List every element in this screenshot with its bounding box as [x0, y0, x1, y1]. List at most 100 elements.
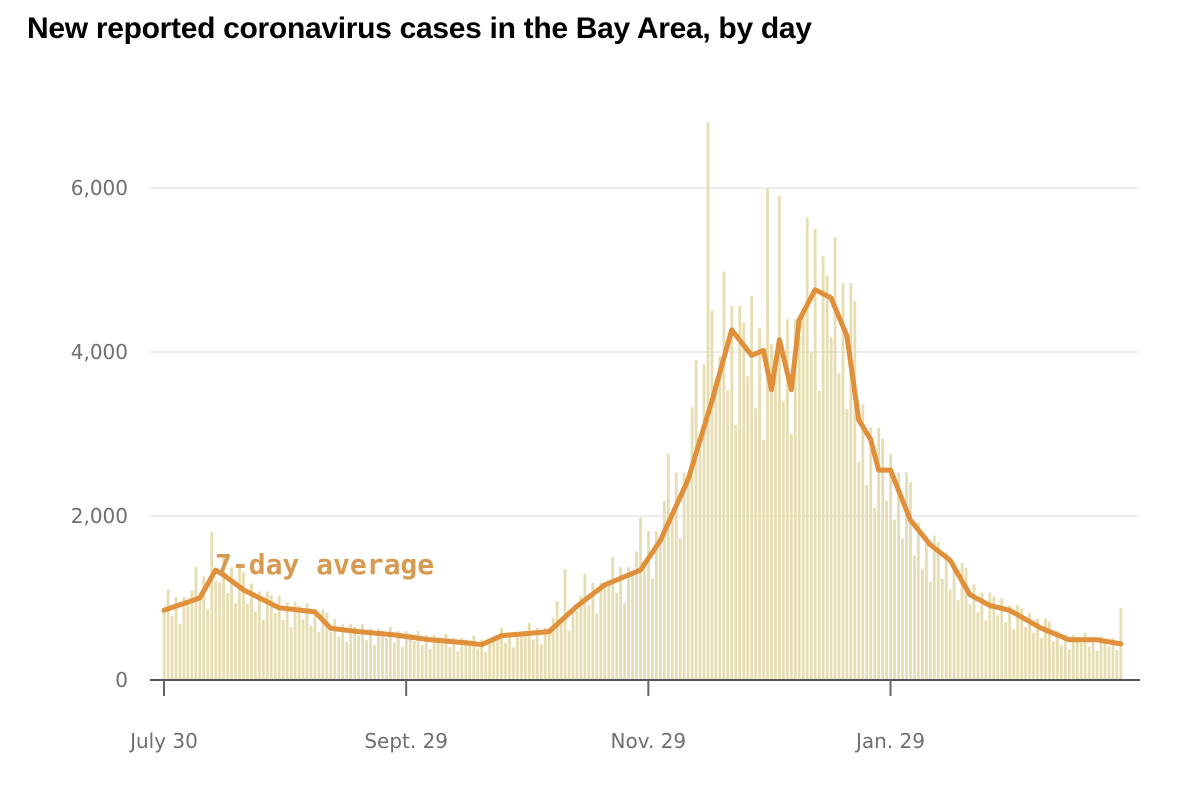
daily-bar	[329, 631, 333, 680]
daily-bar	[1036, 618, 1039, 680]
chart-title: New reported coronavirus cases in the Ba…	[27, 12, 812, 45]
daily-bar	[182, 597, 186, 680]
daily-bar	[698, 436, 702, 680]
daily-bar	[448, 647, 452, 680]
daily-bar	[488, 639, 492, 680]
daily-bar	[1103, 638, 1107, 680]
daily-bar	[726, 390, 730, 680]
daily-bar	[805, 217, 809, 680]
daily-bar	[845, 409, 849, 680]
daily-bar	[635, 551, 638, 680]
daily-bar	[829, 337, 833, 680]
daily-bar	[289, 627, 293, 680]
daily-bar	[789, 434, 793, 680]
daily-bar	[932, 535, 936, 680]
daily-bar	[837, 373, 841, 680]
daily-bar	[571, 607, 575, 680]
daily-bar	[964, 568, 968, 680]
daily-bar	[730, 305, 734, 680]
daily-bar	[357, 635, 361, 680]
daily-bar	[1048, 621, 1051, 680]
daily-bar	[428, 649, 432, 680]
daily-bar	[940, 578, 944, 680]
daily-bar	[738, 305, 742, 680]
daily-bar	[631, 572, 634, 680]
daily-bar	[523, 634, 527, 680]
daily-bar	[873, 507, 877, 680]
daily-bar	[742, 322, 746, 680]
daily-bar	[325, 612, 329, 680]
daily-bar	[996, 615, 1000, 680]
daily-bar	[265, 591, 269, 680]
daily-bars	[162, 122, 1123, 680]
daily-bar	[301, 619, 305, 680]
daily-bar	[222, 557, 226, 680]
daily-bar	[1095, 650, 1099, 680]
daily-bar	[1055, 630, 1059, 680]
x-tick-label: Sept. 29	[364, 729, 448, 753]
daily-bar	[924, 535, 928, 680]
daily-bar	[277, 595, 281, 680]
daily-bar	[809, 352, 813, 680]
y-axis: 0 2,000 4,000 6,000	[71, 176, 128, 692]
daily-bar	[865, 484, 869, 680]
daily-bar	[444, 633, 448, 680]
daily-bar	[793, 319, 797, 680]
daily-bar	[492, 641, 496, 680]
daily-bar	[762, 440, 765, 680]
daily-bar	[472, 635, 476, 680]
daily-bar	[833, 237, 837, 680]
daily-bar	[754, 408, 758, 680]
daily-bar	[1107, 646, 1111, 680]
y-tick-label: 4,000	[71, 340, 128, 364]
daily-bar	[1044, 618, 1047, 680]
daily-bar	[1028, 613, 1031, 680]
daily-bar	[520, 634, 523, 680]
daily-bar	[920, 568, 924, 680]
daily-bar	[857, 461, 861, 680]
daily-bar	[869, 427, 873, 680]
daily-bar	[408, 633, 412, 680]
daily-bar	[917, 522, 920, 680]
daily-bar	[591, 582, 595, 680]
y-tick-label: 2,000	[71, 504, 128, 528]
daily-bar	[893, 519, 896, 680]
x-axis: July 30 Sept. 29 Nov. 29 Jan. 29	[128, 679, 1140, 753]
daily-bar	[1004, 622, 1008, 680]
daily-bar	[162, 608, 166, 680]
daily-bar	[944, 552, 948, 680]
daily-bar	[1032, 632, 1035, 680]
daily-bar	[563, 569, 567, 680]
daily-bar	[853, 301, 857, 680]
daily-bar	[988, 592, 992, 680]
daily-bar	[535, 627, 539, 680]
daily-bar	[666, 453, 670, 680]
daily-bar	[936, 542, 940, 680]
daily-bar	[341, 624, 345, 680]
daily-bar	[766, 188, 769, 680]
daily-bar	[246, 603, 249, 680]
daily-bar	[841, 283, 845, 680]
daily-bar	[861, 404, 865, 680]
daily-bar	[512, 647, 515, 680]
daily-bar	[369, 628, 372, 680]
daily-bar	[377, 628, 380, 680]
daily-bar	[670, 519, 674, 680]
daily-bar	[1063, 634, 1067, 680]
daily-bar	[432, 634, 436, 680]
daily-bar	[722, 271, 726, 680]
daily-bar	[575, 611, 579, 680]
daily-bar	[948, 589, 952, 680]
daily-bar	[785, 319, 789, 680]
daily-bar	[281, 620, 285, 680]
daily-bar	[257, 591, 261, 680]
daily-bar	[345, 641, 349, 680]
daily-bar	[261, 619, 265, 680]
daily-bar	[174, 597, 178, 680]
daily-bar	[1099, 636, 1103, 680]
daily-bar	[170, 615, 174, 680]
daily-bar	[388, 626, 392, 680]
daily-bar	[456, 651, 460, 680]
daily-bar	[293, 602, 297, 680]
